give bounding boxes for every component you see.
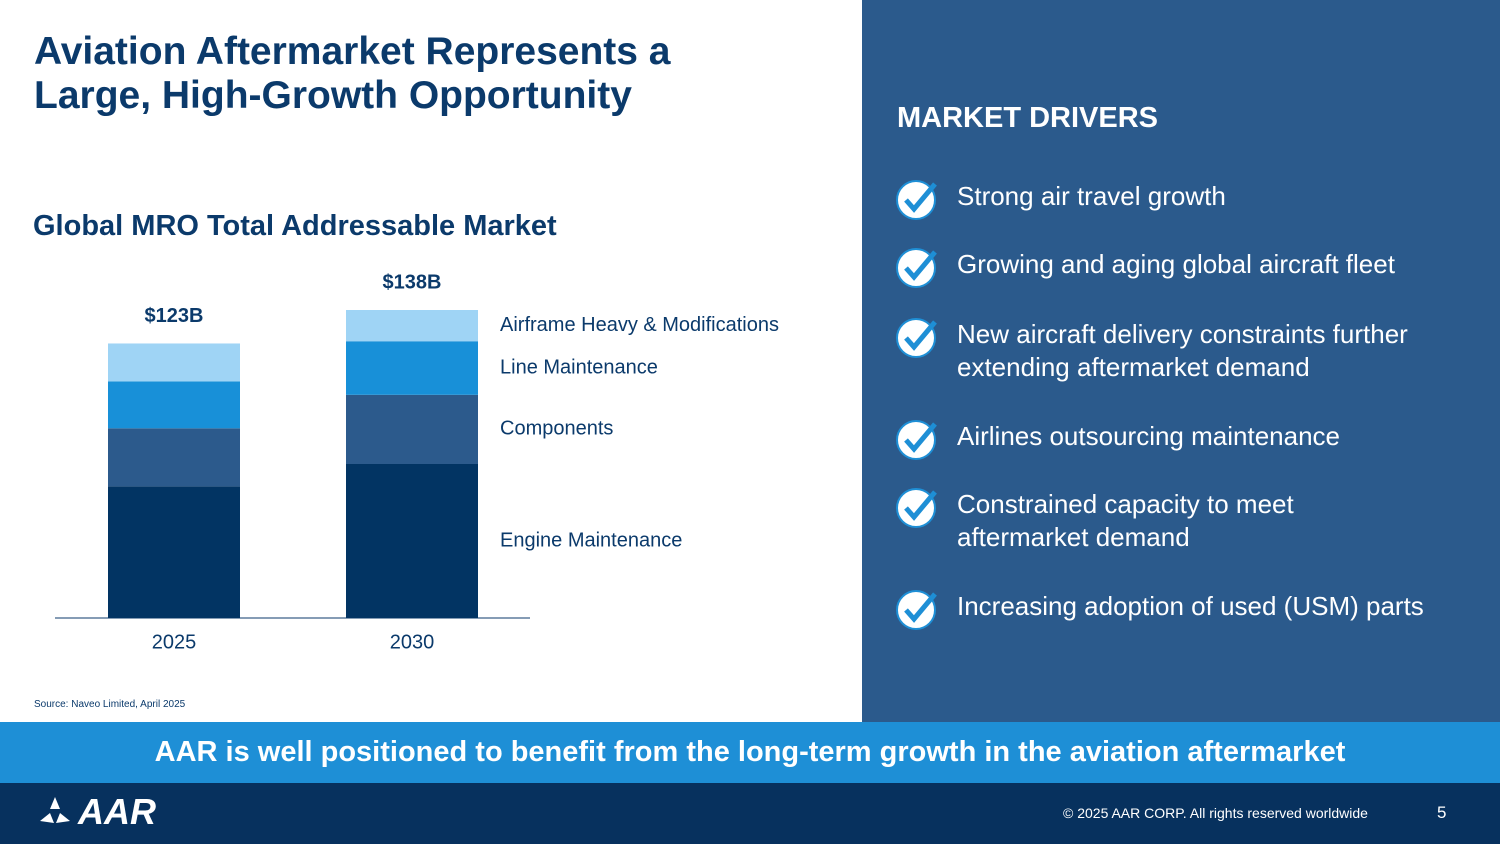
- chart: $123B 2025 Engine Maintenance Components Lin…: [55, 271, 779, 653]
- drivers-title: MARKET DRIVERS: [897, 102, 1159, 134]
- legend-label: Engine Maintenance: [500, 529, 682, 551]
- bar-segment: [346, 310, 478, 342]
- total-label: $123B: [145, 305, 204, 327]
- x-tick-label: 2030: [390, 631, 435, 653]
- bar-segment: [346, 464, 478, 618]
- check-icon: [895, 316, 941, 365]
- check-icon: [895, 486, 941, 535]
- driver-line: Airlines outsourcing maintenance: [957, 421, 1340, 451]
- banner: AAR is well positioned to benefit from t…: [0, 722, 1500, 783]
- drivers-panel: [862, 0, 1500, 722]
- chart-title: Global MRO Total Addressable Market: [33, 210, 557, 242]
- total-label: $138B: [383, 271, 442, 293]
- slide-title: Aviation Aftermarket Represents a Large,…: [34, 30, 671, 118]
- bar-segment: [346, 394, 478, 464]
- source-note: Source: Naveo Limited, April 2025: [34, 699, 186, 710]
- x-tick-label: 2025: [152, 631, 197, 653]
- legend-label: Line Maintenance: [500, 356, 658, 378]
- bar-segment: [108, 381, 240, 429]
- driver-item: New aircraft delivery constraints furthe…: [957, 318, 1408, 384]
- bar-segment: [108, 486, 240, 618]
- logo-icon: [40, 797, 70, 823]
- page-number: 5: [1437, 803, 1447, 822]
- driver-line: aftermarket demand: [957, 522, 1190, 552]
- driver-line: Growing and aging global aircraft fleet: [957, 249, 1395, 279]
- driver-line: Increasing adoption of used (USM) parts: [957, 591, 1424, 621]
- bar-segment: [108, 343, 240, 382]
- check-icon: [895, 246, 941, 295]
- logo-text: AAR: [78, 791, 156, 832]
- check-icon: [895, 178, 941, 227]
- driver-line: Constrained capacity to meet: [957, 489, 1294, 519]
- legend-label: Components: [500, 418, 613, 440]
- footer: AAR © 2025 AAR CORP. All rights reserved…: [0, 783, 1500, 844]
- check-icon: [895, 418, 941, 467]
- driver-line: extending aftermarket demand: [957, 352, 1310, 382]
- driver-line: New aircraft delivery constraints furthe…: [957, 319, 1408, 349]
- title-line: Aviation Aftermarket Represents a: [34, 30, 671, 73]
- bar-segment: [346, 341, 478, 395]
- driver-item: Increasing adoption of used (USM) parts: [957, 590, 1424, 623]
- driver-item: Growing and aging global aircraft fleet: [957, 248, 1395, 281]
- bar-segment: [108, 428, 240, 487]
- copyright: © 2025 AAR CORP. All rights reserved wor…: [1063, 805, 1368, 821]
- driver-line: Strong air travel growth: [957, 181, 1226, 211]
- check-icon: [895, 588, 941, 637]
- title-line: Large, High-Growth Opportunity: [34, 74, 632, 117]
- driver-item: Strong air travel growth: [957, 180, 1226, 213]
- driver-item: Constrained capacity to meet aftermarket …: [957, 488, 1294, 554]
- legend-label: Airframe Heavy & Modifications: [500, 314, 779, 336]
- driver-item: Airlines outsourcing maintenance: [957, 420, 1340, 453]
